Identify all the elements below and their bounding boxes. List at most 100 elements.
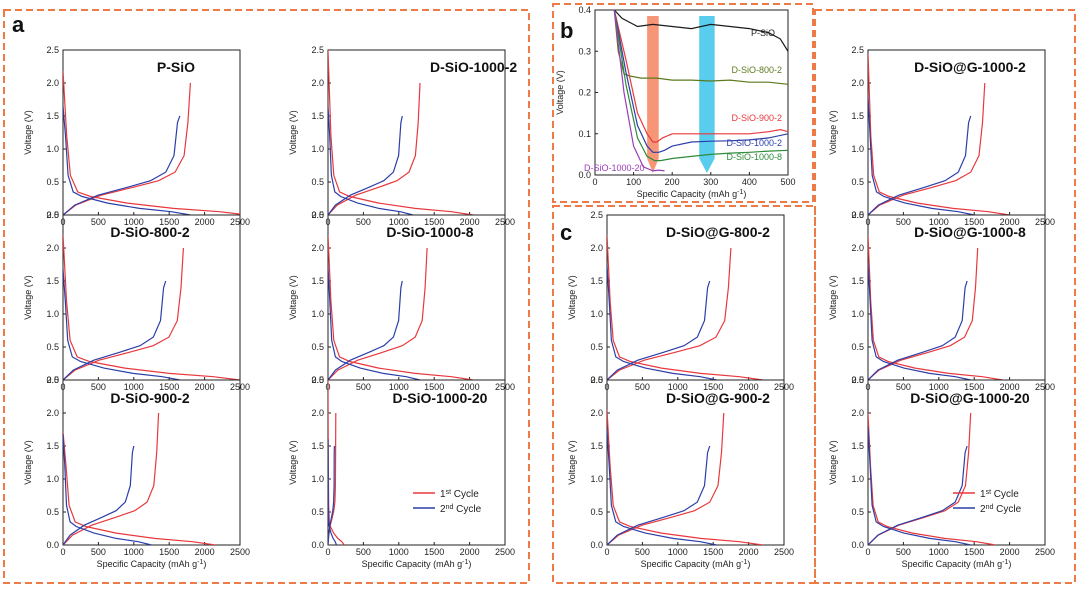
panel-title: D-SiO-900-2 [110,390,190,406]
x-tick-label: 1500 [159,382,179,392]
y-tick-label: 2.5 [851,210,864,220]
series-group [328,380,345,545]
y-tick-label: 0.1 [578,129,591,139]
chart-panel-5: 0 500 1000 1500 2000 25000.00.51.01.52.02.5Vo… [288,375,515,569]
y-axis-label: Voltage (V) [555,70,565,115]
legend-rest: Cycle [453,504,481,515]
second-cycle-charge-line [63,115,181,215]
y-tick-label: 0.4 [578,5,591,15]
panel-title: D-SiO-1000-8 [386,224,473,240]
series-label-D-SiO-900-2: D-SiO-900-2 [731,113,782,123]
first-cycle-charge-line [63,82,191,215]
x-tick-label: 0 [865,547,870,557]
y-axis-label: Voltage (V) [23,110,33,155]
second-cycle-charge-line [328,115,403,215]
y-tick-label: 0.5 [851,342,864,352]
panel-c-border-right [814,9,1076,584]
panel-title: D-SiO@G-1000-8 [914,224,1026,240]
second-cycle-charge-line [868,280,968,380]
y-tick-label: 0.5 [590,342,603,352]
x-tick-label: 2500 [774,547,794,557]
second-cycle-discharge-line [328,106,414,215]
panel-title: D-SiO-1000-20 [393,390,488,406]
y-axis-label: Voltage (V) [23,275,33,320]
y-tick-label: 1.0 [311,144,324,154]
x-axis-label-main: Specific Capacity (mAh g [362,559,463,569]
first-cycle-discharge-line [63,71,240,215]
y-tick-label: 0.5 [311,177,324,187]
y-axis-label: Voltage (V) [288,440,298,485]
x-tick-label: 1500 [424,217,444,227]
x-tick-label: 0 [592,177,597,187]
x-tick-label: 2000 [739,382,759,392]
y-tick-label: 2.5 [311,210,324,220]
y-tick-label: 2.0 [46,408,59,418]
x-tick-label: 500 [780,177,795,187]
x-tick-label: 1000 [668,547,688,557]
y-tick-label: 2.0 [46,243,59,253]
y-axis-label: Voltage (V) [288,275,298,320]
first-cycle-charge-line [607,412,725,545]
legend-rest: Cycle [451,489,479,500]
y-tick-label: 1.5 [311,441,324,451]
legend-label: 2nd Cycle [980,504,1022,516]
x-tick-label: 0 [604,547,609,557]
x-tick-label: 2000 [195,382,215,392]
y-tick-label: 1.5 [46,441,59,451]
series-label-D-SiO-1000-20: D-SiO-1000-20 [584,163,645,173]
first-cycle-discharge-line [63,431,216,545]
y-tick-label: 0.0 [46,375,59,385]
y-tick-label: 1.0 [851,144,864,154]
y-tick-label: 1.5 [851,111,864,121]
y-axis-label: Voltage (V) [567,275,577,320]
x-tick-label: 500 [635,547,650,557]
panel-label-c: c [560,220,572,245]
y-tick-label: 2.5 [46,45,59,55]
y-tick-label: 1.0 [311,474,324,484]
panel-title: D-SiO@G-1000-20 [910,390,1030,406]
legend-sup: nd [986,504,994,511]
series-group [328,50,474,215]
y-tick-label: 0.5 [311,507,324,517]
second-cycle-charge-line [868,115,972,215]
x-tick-label: 1000 [389,547,409,557]
x-tick-label: 1000 [929,547,949,557]
second-cycle-charge-line [868,445,968,545]
series-group [607,234,763,380]
first-cycle-charge-line [328,247,428,380]
series-line-D-SiO-1000-8 [613,10,788,162]
series-group [63,412,216,545]
y-tick-label: 2.0 [851,408,864,418]
panel-title: D-SiO-1000-2 [430,59,517,75]
second-cycle-charge-line [63,445,135,545]
y-tick-label: 1.5 [851,276,864,286]
second-cycle-charge-line [63,280,167,380]
x-tick-label: 1500 [424,547,444,557]
x-axis-label: Specific Capacity (mAh g-1) [902,559,1012,570]
y-tick-label: 0.5 [311,342,324,352]
second-cycle-charge-line [328,445,335,545]
x-tick-label: 2000 [460,217,480,227]
first-cycle-charge-line [328,82,421,215]
panel-title: P-SiO [157,59,195,75]
x-tick-label: 500 [896,382,911,392]
chart-panel-10: 0 500 1000 1500 2000 2500 0.0 0.5 1.0 1.5 2.0 2.5 Vo… [567,375,794,569]
chart-panel-8: 0 500 1000 1500 2000 25000.00.51.01.52.02.5Vo… [567,210,794,392]
series-group [63,234,240,380]
y-tick-label: 1.0 [46,474,59,484]
first-cycle-charge-line [868,247,979,380]
y-tick-label: 1.5 [851,441,864,451]
chart-panel-2: 0 500 1000 1500 2000 25000.00.51.01.52.02.5Vo… [23,210,250,392]
x-tick-label: 1000 [389,217,409,227]
x-tick-label: 1500 [964,217,984,227]
y-axis-label: Voltage (V) [828,275,838,320]
y-tick-label: 1.5 [590,276,603,286]
chart-panel-1: 0 500 1000 1500 2000 25000.00.51.01.52.02.5Vo… [288,45,517,227]
x-tick-label: 2000 [739,547,759,557]
y-tick-label: 0.0 [851,540,864,550]
y-tick-label: 2.0 [590,243,603,253]
x-tick-label: 1000 [929,382,949,392]
first-cycle-discharge-line [868,412,996,545]
second-cycle-charge-line [607,280,711,380]
legend-num: 2 [440,504,446,515]
